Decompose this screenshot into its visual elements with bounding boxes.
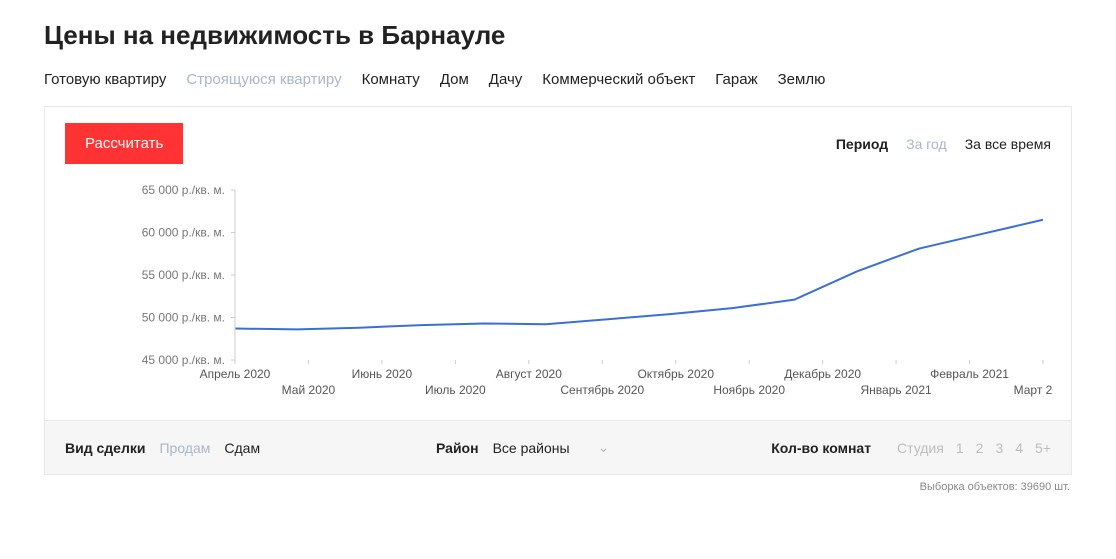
svg-text:Июнь 2020: Июнь 2020	[352, 367, 413, 381]
district-group[interactable]: Район Все районы ⌄	[436, 439, 609, 456]
tab-4[interactable]: Дачу	[489, 71, 523, 88]
svg-text:Ноябрь 2020: Ноябрь 2020	[713, 383, 785, 397]
svg-text:55 000 р./кв. м.: 55 000 р./кв. м.	[142, 268, 225, 282]
calculate-button[interactable]: Рассчитать	[65, 123, 183, 164]
svg-text:Февраль 2021: Февраль 2021	[930, 367, 1009, 381]
svg-text:Декабрь 2020: Декабрь 2020	[784, 367, 861, 381]
filters-bar: Вид сделки Продам Сдам Район Все районы ⌄…	[45, 420, 1071, 474]
panel-toolbar: Рассчитать Период За год За все время	[45, 107, 1071, 180]
svg-text:Сентябрь 2020: Сентябрь 2020	[560, 383, 644, 397]
price-chart: 65 000 р./кв. м. 60 000 р./кв. м. 55 000 р…	[45, 180, 1071, 420]
rooms-group: Кол-во комнат Студия 1234 5+	[771, 440, 1051, 456]
svg-text:Январь 2021: Январь 2021	[861, 383, 932, 397]
tab-2[interactable]: Комнату	[362, 71, 420, 88]
rooms-option-0[interactable]: Студия	[897, 440, 944, 456]
tab-0[interactable]: Готовую квартиру	[44, 71, 166, 88]
rooms-option-3[interactable]: 3	[995, 440, 1003, 456]
svg-text:45 000 р./кв. м.: 45 000 р./кв. м.	[142, 353, 225, 367]
tab-6[interactable]: Гараж	[715, 71, 757, 88]
rooms-option-2[interactable]: 2	[976, 440, 984, 456]
tab-3[interactable]: Дом	[440, 71, 469, 88]
svg-text:50 000 р./кв. м.: 50 000 р./кв. м.	[142, 311, 225, 325]
svg-text:65 000 р./кв. м.: 65 000 р./кв. м.	[142, 183, 225, 197]
svg-text:Май 2020: Май 2020	[282, 383, 336, 397]
rooms-option-1[interactable]: 1	[956, 440, 964, 456]
tab-7[interactable]: Землю	[778, 71, 826, 88]
period-option-0[interactable]: За год	[906, 136, 947, 152]
rooms-option-5[interactable]: 5+	[1035, 440, 1051, 456]
svg-text:Март 2021: Март 2021	[1014, 383, 1053, 397]
tab-5[interactable]: Коммерческий объект	[542, 71, 695, 88]
deal-type-group: Вид сделки Продам Сдам	[65, 440, 274, 456]
property-type-tabs: Готовую квартиру Строящуюся квартиру Комна…	[44, 71, 1072, 88]
period-option-1[interactable]: За все время	[965, 136, 1051, 152]
svg-text:Апрель 2020: Апрель 2020	[200, 367, 271, 381]
district-value: Все районы	[493, 440, 570, 456]
rooms-label: Кол-во комнат	[771, 440, 871, 456]
deal-type-label: Вид сделки	[65, 440, 145, 456]
rooms-option-4[interactable]: 4	[1015, 440, 1023, 456]
footer-note: Выборка объектов: 39690 шт.	[44, 475, 1072, 493]
tab-1[interactable]: Строящуюся квартиру	[186, 71, 341, 88]
page-title: Цены на недвижимость в Барнауле	[44, 20, 1072, 51]
period-label: Период	[836, 136, 888, 152]
chevron-down-icon: ⌄	[598, 439, 610, 456]
svg-text:Август 2020: Август 2020	[496, 367, 562, 381]
svg-text:Октябрь 2020: Октябрь 2020	[637, 367, 714, 381]
deal-option-0[interactable]: Продам	[159, 440, 210, 456]
chart-panel: Рассчитать Период За год За все время 65 …	[44, 106, 1072, 475]
district-label: Район	[436, 440, 479, 456]
svg-text:60 000 р./кв. м.: 60 000 р./кв. м.	[142, 226, 225, 240]
svg-text:Июль 2020: Июль 2020	[425, 383, 486, 397]
deal-option-1[interactable]: Сдам	[224, 440, 260, 456]
